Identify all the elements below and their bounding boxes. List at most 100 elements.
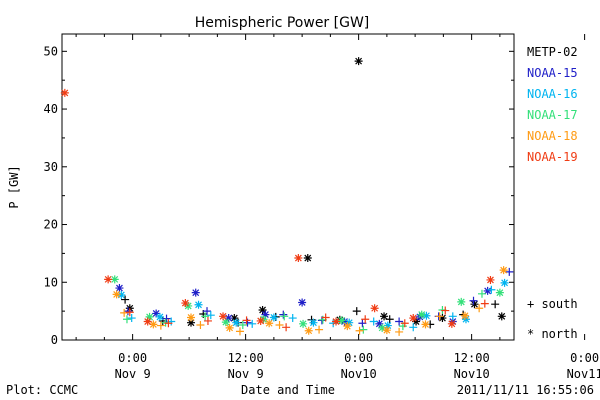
legend-entry-noaa-16: NOAA-16	[527, 87, 578, 101]
x-axis-label: Date and Time	[241, 383, 335, 397]
legend-entry-noaa-17: NOAA-17	[527, 108, 578, 122]
marker-south-noaa-15	[358, 319, 367, 328]
marker-north-noaa-17	[299, 319, 308, 328]
marker-north-noaa-19	[104, 275, 113, 284]
x-tick-date: Nov10	[454, 367, 490, 381]
marker-north-noaa-17	[417, 310, 426, 319]
marker-north-noaa-17	[221, 318, 230, 327]
legend-entry-metp-02: METP-02	[527, 45, 578, 59]
x-tick-date: Nov 9	[115, 367, 151, 381]
marker-south-noaa-17	[477, 289, 486, 298]
plot-timestamp: 2011/11/11 16:55:06	[457, 383, 594, 397]
marker-north-metp-02	[125, 304, 134, 313]
marker-north-noaa-19	[181, 299, 190, 308]
marker-south-noaa-17	[201, 312, 210, 321]
marker-south-noaa-19	[164, 319, 173, 328]
marker-north-noaa-17	[110, 275, 119, 284]
x-tick-date: Nov 9	[228, 367, 264, 381]
marker-north-noaa-15	[224, 314, 233, 323]
marker-south-noaa-18	[435, 312, 444, 321]
marker-north-noaa-19	[294, 254, 303, 263]
x-tick-date: Nov11	[567, 367, 600, 381]
marker-north-noaa-16	[309, 318, 318, 327]
marker-south-metp-02	[352, 307, 361, 316]
marker-north-noaa-15	[261, 310, 270, 319]
marker-south-noaa-15	[469, 296, 478, 305]
marker-south-noaa-17	[122, 315, 131, 324]
legend: METP-02 NOAA-15 NOAA-16 NOAA-17 NOAA-18 NOAA-…	[527, 45, 578, 341]
marker-north-noaa-16	[117, 290, 126, 299]
marker-south-noaa-16	[127, 314, 136, 323]
marker-south-noaa-15	[123, 307, 132, 316]
marker-south-metp-02	[121, 295, 130, 304]
plot-credit: Plot: CCMC	[6, 383, 78, 397]
marker-north-metp-02	[497, 312, 506, 321]
y-axis-label: P [GW]	[7, 165, 21, 208]
marker-south-noaa-15	[395, 317, 404, 326]
marker-south-noaa-19	[400, 319, 409, 328]
marker-south-metp-02	[491, 300, 500, 309]
marker-north-noaa-16	[422, 311, 431, 320]
marker-north-noaa-15	[483, 286, 492, 295]
y-tick-label: 50	[44, 44, 58, 58]
marker-north-noaa-19	[409, 314, 418, 323]
marker-north-noaa-19	[60, 88, 69, 97]
marker-south-noaa-18	[156, 321, 165, 330]
marker-north-metp-02	[258, 305, 267, 314]
y-tick-label: 30	[44, 160, 58, 174]
marker-south-noaa-15	[505, 267, 514, 276]
marker-north-noaa-18	[461, 311, 470, 320]
marker-north-metp-02	[187, 318, 196, 327]
marker-north-noaa-19	[143, 317, 152, 326]
marker-north-noaa-17	[145, 312, 154, 321]
marker-north-noaa-15	[191, 288, 200, 297]
marker-north-noaa-15	[298, 298, 307, 307]
marker-north-metp-02	[380, 312, 389, 321]
marker-south-noaa-19	[321, 313, 330, 322]
marker-north-noaa-16	[383, 321, 392, 330]
marker-north-noaa-18	[225, 323, 234, 332]
marker-south-noaa-18	[475, 304, 484, 313]
marker-north-noaa-17	[337, 316, 346, 325]
marker-south-noaa-16	[369, 317, 378, 326]
marker-north-metp-02	[303, 254, 312, 263]
legend-entry-noaa-19: NOAA-19	[527, 150, 578, 164]
marker-north-noaa-16	[155, 312, 164, 321]
marker-north-noaa-19	[256, 316, 265, 325]
y-tick-label: 10	[44, 275, 58, 289]
y-axis: 0 10 20 30 40 50	[44, 44, 514, 347]
plot-frame	[61, 33, 515, 341]
marker-south-noaa-18	[275, 320, 284, 329]
marker-north-metp-02	[230, 314, 239, 323]
marker-south-noaa-19	[441, 306, 450, 315]
marker-north-noaa-19	[447, 319, 456, 328]
y-tick-label: 0	[51, 333, 58, 347]
legend-entry-noaa-15: NOAA-15	[527, 66, 578, 80]
marker-north-noaa-19	[486, 275, 495, 284]
x-tick-time: 12:00	[454, 351, 490, 365]
marker-south-noaa-19	[203, 316, 212, 325]
marker-north-noaa-15	[340, 317, 349, 326]
marker-legend-south: + south	[527, 297, 578, 311]
marker-south-noaa-17	[359, 325, 368, 334]
marker-south-noaa-18	[196, 320, 205, 329]
marker-south-noaa-15	[162, 314, 171, 323]
x-tick-time: 0:00	[118, 351, 147, 365]
y-tick-label: 40	[44, 102, 58, 116]
x-tick-time: 12:00	[228, 351, 264, 365]
marker-north-noaa-16	[269, 313, 278, 322]
x-tick-time: 0:00	[344, 351, 373, 365]
legend-entry-noaa-18: NOAA-18	[527, 129, 578, 143]
x-tick-time: 0:00	[570, 351, 599, 365]
marker-south-noaa-15	[203, 307, 212, 316]
marker-north-noaa-15	[152, 309, 161, 318]
marker-north-noaa-19	[332, 317, 341, 326]
marker-south-noaa-18	[235, 327, 244, 336]
marker-north-noaa-18	[149, 320, 158, 329]
x-axis: 0:00 Nov 9 12:00 Nov 9 0:00 Nov10 12:00 Nov10 0:…	[75, 34, 600, 381]
chart-title: Hemispheric Power [GW]	[195, 15, 370, 31]
marker-south-noaa-19	[361, 315, 370, 324]
marker-south-noaa-17	[238, 320, 247, 329]
marker-north-noaa-15	[115, 284, 124, 293]
